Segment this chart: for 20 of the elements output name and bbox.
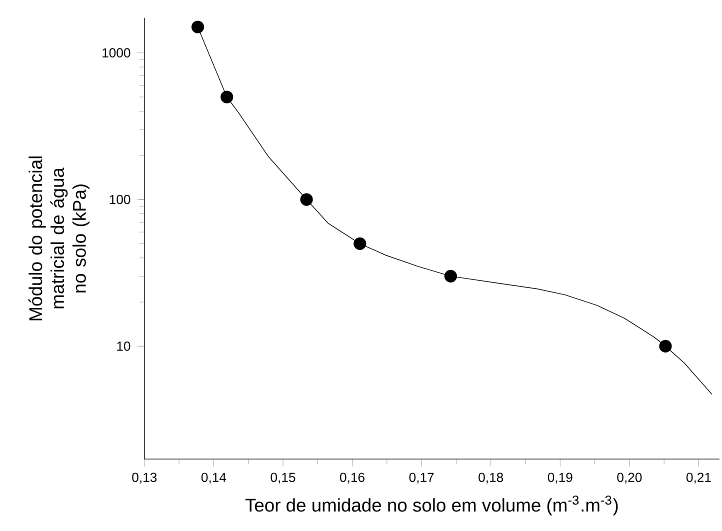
x-tick-label: 0,21 xyxy=(686,472,711,484)
y-tick-label: 100 xyxy=(110,194,130,204)
x-tick-label: 0,20 xyxy=(617,472,642,484)
y-tick-label: 1000 xyxy=(102,48,130,58)
x-tick-label: 0,14 xyxy=(201,472,226,484)
y-axis-title: Módulo do potencial matricial de água no solo (kPa) xyxy=(28,156,90,320)
x-tick-label: 0,16 xyxy=(340,472,364,484)
x-tick-label: 0,18 xyxy=(478,472,504,484)
x-axis-title: Teor de umidade no solo em volume (m$^{-3}$.m$^{-3}$) xyxy=(245,496,618,516)
point xyxy=(220,90,234,104)
point xyxy=(300,193,313,206)
x-tick-label: 0,13 xyxy=(132,472,157,484)
point xyxy=(659,340,672,353)
x-tick-label: 0,19 xyxy=(548,472,572,484)
x-tick-label: 0,15 xyxy=(270,472,296,484)
point xyxy=(191,20,204,34)
point xyxy=(444,270,457,283)
point xyxy=(354,237,366,250)
y-tick-label: 10 xyxy=(117,342,130,351)
x-tick-label: 0,17 xyxy=(409,472,434,484)
